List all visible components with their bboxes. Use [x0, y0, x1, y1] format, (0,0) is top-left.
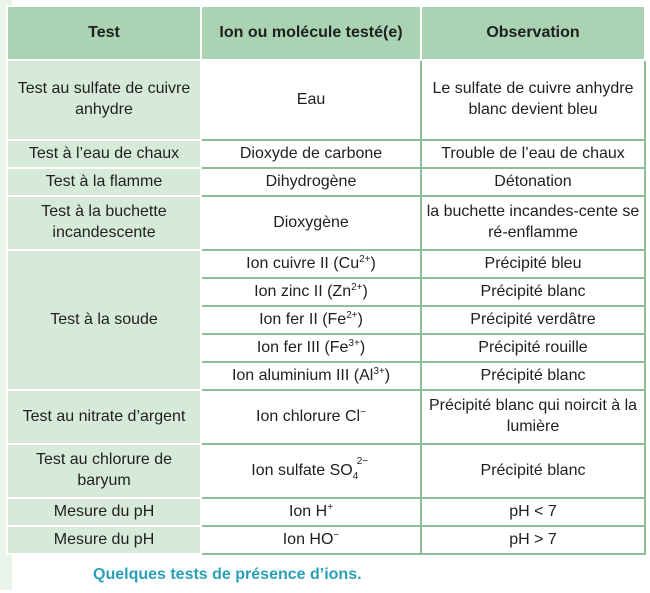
ion-label: Ion zinc II (Zn: [254, 282, 352, 300]
ion-charge: 2+: [351, 281, 363, 293]
observation-cell: Trouble de l’eau de chaux: [420, 139, 646, 169]
table-row: Mesure du pH Ion H+ pH < 7: [6, 497, 646, 527]
test-cell: Mesure du pH: [6, 525, 202, 555]
ion-label: Ion fer III (Fe: [256, 338, 349, 356]
ion-close: ): [362, 282, 368, 300]
ion-cell: Dihydrogène: [200, 167, 422, 197]
table-row: Test à l’eau de chaux Dioxyde de carbone…: [6, 139, 646, 169]
ion-charge: −: [360, 406, 366, 418]
test-cell: Test à la flamme: [6, 167, 202, 197]
ion-cell: Ion cuivre II (Cu2+): [200, 249, 422, 279]
ion-close: ): [359, 338, 366, 356]
header-row: Test Ion ou molécule testé(e) Observatio…: [6, 5, 646, 61]
observation-cell: Précipité rouille: [420, 333, 646, 363]
ion-label: Ion sulfate SO: [251, 461, 353, 479]
test-cell: Test au sulfate de cuivre anhydre: [6, 59, 202, 141]
ion-cell: Ion H+: [200, 497, 422, 527]
observation-cell: Le sulfate de cuivre anhydre blanc devie…: [420, 59, 646, 141]
table-row: Ion aluminium III (Al3+) Précipité blanc: [7, 361, 646, 391]
header-observation: Observation: [420, 5, 646, 61]
table-caption: Quelques tests de présence d’ions.: [93, 566, 362, 583]
test-cell: Test à la soude: [6, 249, 202, 391]
table-row: Test à la soude Ion cuivre II (Cu2+) Pré…: [6, 249, 646, 391]
ion-label: Ion aluminium III (Al: [231, 366, 374, 384]
ion-label: Ion HO: [282, 530, 334, 548]
ion-label: Ion chlorure Cl: [256, 407, 361, 425]
observation-cell: pH > 7: [420, 525, 646, 555]
observation-cell: la buchette incandes-cente se ré-enflamm…: [420, 195, 646, 251]
table-row: Mesure du pH Ion HO− pH > 7: [6, 525, 646, 555]
ion-charge: 2+: [359, 253, 371, 265]
ion-cell: Ion sulfate SO 2− 4: [200, 443, 422, 499]
ion-subscript: 4: [352, 471, 359, 483]
ion-charge: 2+: [346, 309, 358, 321]
test-cell: Test à la buchette incandescente: [6, 195, 202, 251]
header-ion: Ion ou molécule testé(e): [200, 5, 422, 61]
ion-charge: +: [327, 501, 334, 513]
observation-cell: Détonation: [420, 167, 646, 197]
ion-label: Ion cuivre II (Cu: [246, 254, 360, 272]
observation-cell: pH < 7: [420, 497, 646, 527]
observation-cell: Précipité blanc: [420, 361, 646, 391]
table-row: Test à la flamme Dihydrogène Détonation: [6, 167, 646, 197]
ion-cell: Ion HO−: [200, 525, 422, 555]
observation-cell: Précipité blanc: [420, 443, 646, 499]
ion-cell: Ion chlorure Cl−: [200, 389, 422, 445]
table-row: Test au sulfate de cuivre anhydre Eau Le…: [6, 59, 646, 141]
ion-charge: 2−: [356, 456, 369, 468]
ion-cell: Ion fer II (Fe2+): [200, 305, 422, 335]
ion-cell: Dioxyde de carbone: [200, 139, 422, 169]
observation-cell: Précipité blanc: [420, 277, 646, 307]
table-row: Test au chlorure de baryum Ion sulfate S…: [6, 443, 646, 499]
ion-cell: Eau: [200, 59, 422, 141]
ion-cell: Dioxygène: [200, 195, 422, 251]
ion-cell: Ion zinc II (Zn2+): [200, 277, 422, 307]
test-cell: Test au nitrate d’argent: [6, 389, 202, 445]
ion-close: ): [384, 366, 391, 384]
test-cell: Test à l’eau de chaux: [6, 139, 202, 169]
observation-cell: Précipité verdâtre: [420, 305, 646, 335]
ion-label: Ion fer II (Fe: [259, 310, 347, 328]
table-row: Test au nitrate d’argent Ion chlorure Cl…: [6, 389, 646, 445]
test-cell: Test au chlorure de baryum: [6, 443, 202, 499]
ion-charge: 3+: [373, 365, 385, 377]
ion-close: ): [370, 254, 376, 272]
ion-cell: Ion aluminium III (Al3+): [200, 361, 422, 391]
ion-tests-table: Test Ion ou molécule testé(e) Observatio…: [6, 5, 646, 555]
test-cell: Mesure du pH: [6, 497, 202, 527]
ion-charge: −: [333, 529, 340, 541]
observation-cell: Précipité blanc qui noircit à la lumière: [420, 389, 646, 445]
table-row: Ion zinc II (Zn2+) Précipité blanc: [7, 277, 646, 307]
ion-charge-group: 2− 4: [353, 456, 371, 482]
ion-close: ): [357, 310, 363, 328]
observation-cell: Précipité bleu: [420, 249, 646, 279]
ion-label: Ion H: [288, 502, 328, 520]
table-row: Ion fer III (Fe3+) Précipité rouille: [7, 333, 646, 363]
ion-charge: 3+: [348, 337, 360, 349]
header-test: Test: [6, 5, 202, 61]
ion-cell: Ion fer III (Fe3+): [200, 333, 422, 363]
table-row: Test à la buchette incandescente Dioxygè…: [6, 195, 646, 251]
table-row: Ion fer II (Fe2+) Précipité verdâtre: [7, 305, 646, 335]
